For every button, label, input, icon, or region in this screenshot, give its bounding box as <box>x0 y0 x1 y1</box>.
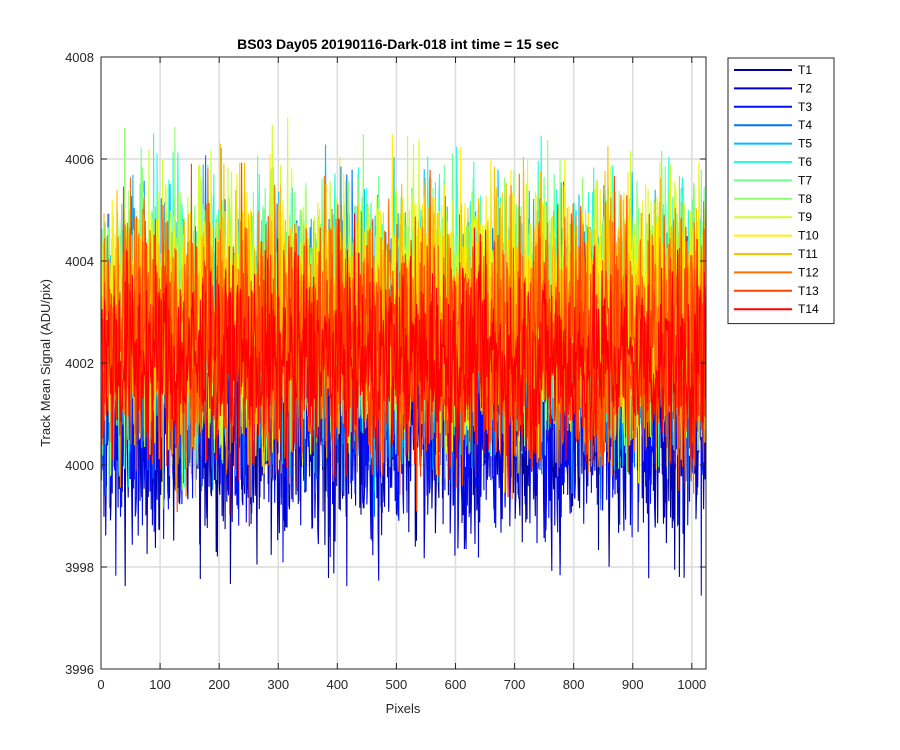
y-axis-label: Track Mean Signal (ADU/pix) <box>38 279 53 447</box>
x-tick-label: 600 <box>445 677 467 692</box>
legend-label-t12: T12 <box>798 265 819 279</box>
legend-box <box>727 57 835 325</box>
legend-label-t1: T1 <box>798 63 812 77</box>
legend-label-t10: T10 <box>798 229 819 243</box>
legend-label-t14: T14 <box>798 302 819 316</box>
axis-ticks: 0 100 200 300 400 500 600 700 800 900 1000 3996 3998… <box>65 50 706 692</box>
series-lines <box>101 117 707 596</box>
legend-label-t8: T8 <box>798 192 812 206</box>
x-tick-label: 100 <box>149 677 171 692</box>
legend-label-t9: T9 <box>798 210 812 224</box>
y-tick-label: 3998 <box>65 560 94 575</box>
y-tick-label: 4008 <box>65 50 94 65</box>
legend-label-t4: T4 <box>798 118 812 132</box>
x-tick-label: 800 <box>563 677 585 692</box>
y-tick-label: 4004 <box>65 254 94 269</box>
legend-label-t13: T13 <box>798 284 819 298</box>
x-tick-label: 300 <box>267 677 289 692</box>
x-tick-label: 200 <box>208 677 230 692</box>
x-tick-label: 1000 <box>677 677 706 692</box>
legend: T1 T2 T3 T4 T5 T6 T7 T8 T9 T10 T11 T12 T13 T14 <box>727 57 835 325</box>
series-line-t14 <box>101 213 707 515</box>
legend-label-t5: T5 <box>798 137 812 151</box>
y-tick-label: 4002 <box>65 356 94 371</box>
legend-label-t7: T7 <box>798 173 812 187</box>
legend-label-t2: T2 <box>798 81 812 95</box>
legend-label-t11: T11 <box>798 247 818 261</box>
x-tick-label: 500 <box>386 677 408 692</box>
x-tick-label: 700 <box>504 677 526 692</box>
x-axis-label: Pixels <box>386 701 421 716</box>
legend-label-t6: T6 <box>798 155 812 169</box>
y-tick-label: 4006 <box>65 152 94 167</box>
x-tick-label: 900 <box>622 677 644 692</box>
y-tick-label: 3996 <box>65 662 94 677</box>
legend-label-t3: T3 <box>798 100 812 114</box>
y-tick-label: 4000 <box>65 458 94 473</box>
x-tick-label: 400 <box>326 677 348 692</box>
chart-title: BS03 Day05 20190116-Dark-018 int time = … <box>237 36 559 52</box>
x-tick-label: 0 <box>97 677 104 692</box>
